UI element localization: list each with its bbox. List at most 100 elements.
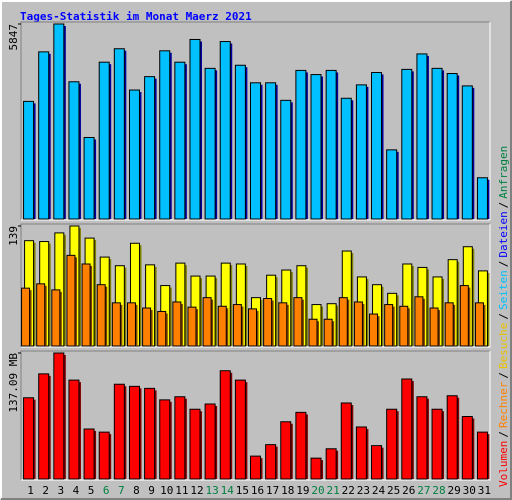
y-tick-label: 137.09 MB (7, 353, 20, 413)
x-tick-label: 23 (357, 484, 370, 497)
bar (476, 431, 488, 480)
x-tick-label: 17 (266, 484, 279, 497)
bar (96, 284, 106, 347)
bar (38, 373, 50, 480)
x-tick-label: 5 (88, 484, 95, 497)
bar (429, 307, 439, 347)
bar (81, 263, 91, 347)
bar (325, 448, 337, 480)
bar (280, 421, 292, 480)
bar (219, 41, 231, 220)
bar (174, 396, 186, 480)
bar (159, 50, 171, 220)
x-tick-label: 8 (133, 484, 140, 497)
bar (446, 73, 458, 220)
x-tick-label: 25 (387, 484, 400, 497)
x-tick-label: 4 (73, 484, 80, 497)
legend-separator: / (497, 313, 510, 320)
bar (371, 445, 383, 480)
legend-entry: Volumen (497, 441, 510, 487)
x-tick-label: 15 (236, 484, 249, 497)
bar (369, 313, 379, 347)
bar (280, 99, 292, 220)
bar (338, 297, 348, 347)
bar (111, 302, 121, 347)
legend-entry: Besuche (497, 323, 510, 369)
x-tick-label: 1 (27, 484, 34, 497)
bar (36, 283, 46, 347)
panel-border (21, 351, 491, 481)
chart-title: Tages-Statistik im Monat Maerz 2021 (20, 10, 252, 23)
bar (399, 305, 409, 347)
panel-border (20, 223, 490, 347)
legend-entry: Rechner (497, 381, 510, 428)
bar (446, 395, 458, 480)
bar (189, 408, 201, 480)
bar (431, 67, 443, 220)
legend-separator: / (497, 261, 510, 268)
x-tick-label: 7 (118, 484, 125, 497)
bar (98, 431, 110, 480)
bar (142, 307, 152, 347)
bar (68, 81, 80, 220)
bar (187, 306, 197, 347)
legend-entry: Anfragen (497, 146, 510, 199)
x-tick-label: 19 (296, 484, 309, 497)
bar (23, 100, 35, 220)
bar (295, 69, 307, 220)
bar (476, 177, 488, 220)
bar (431, 408, 443, 480)
bar (278, 302, 288, 347)
bar (68, 379, 80, 480)
bar (263, 298, 273, 347)
x-tick-label: 24 (372, 484, 386, 497)
bar (128, 385, 140, 480)
bar (144, 387, 156, 480)
bar (23, 397, 35, 480)
bar (250, 82, 261, 220)
x-tick-label: 20 (311, 484, 324, 497)
bar (217, 305, 227, 347)
bar (83, 136, 95, 220)
bar (461, 85, 473, 220)
bar (83, 428, 95, 480)
bar (416, 396, 428, 480)
bar (459, 285, 469, 347)
x-tick-label: 31 (478, 484, 491, 497)
bar (250, 455, 261, 480)
bar (401, 378, 413, 480)
x-tick-label: 9 (148, 484, 155, 497)
x-tick-label: 10 (160, 484, 173, 497)
bar (157, 310, 167, 347)
bar (325, 69, 337, 220)
x-tick-label: 12 (190, 484, 203, 497)
y-tick-label: 5847 (7, 24, 20, 51)
bar (53, 352, 65, 480)
bar (308, 318, 318, 347)
bar (21, 287, 31, 347)
x-tick-label: 2 (42, 484, 49, 497)
bar (159, 399, 171, 480)
x-tick-label: 14 (221, 484, 235, 497)
panel-border (20, 350, 490, 480)
bar (293, 297, 303, 347)
bar (355, 84, 367, 220)
bar (219, 370, 231, 480)
bar (386, 149, 398, 220)
bar (204, 67, 216, 220)
y-tick-label: 139 (7, 226, 20, 246)
bar (234, 64, 246, 220)
panel-border (20, 21, 490, 220)
panel-border (21, 224, 491, 348)
bar (371, 71, 383, 220)
bar (189, 38, 201, 220)
bar (310, 74, 322, 220)
legend-separator: / (497, 431, 510, 438)
bar (113, 383, 125, 480)
x-tick-label: 13 (205, 484, 218, 497)
bar (113, 48, 125, 220)
bar (340, 97, 352, 220)
bar (353, 301, 363, 347)
